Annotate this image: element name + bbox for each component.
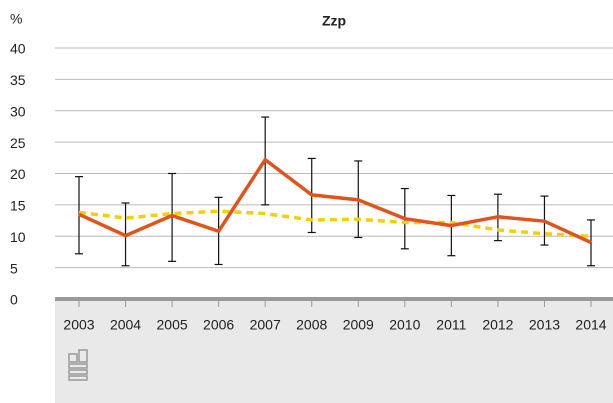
x-tick-label: 2006 bbox=[203, 317, 234, 333]
x-tick-label: 2010 bbox=[389, 317, 420, 333]
x-tick-label: 2003 bbox=[63, 317, 94, 333]
y-tick-label: 30 bbox=[10, 103, 26, 119]
y-tick-label: 5 bbox=[10, 260, 18, 276]
y-tick-label: 10 bbox=[10, 229, 26, 245]
x-tick-label: 2014 bbox=[575, 317, 606, 333]
y-tick-label: 40 bbox=[10, 41, 26, 57]
y-tick-label: 15 bbox=[10, 198, 26, 214]
line bbox=[78, 157, 592, 245]
y-tick-label: 35 bbox=[10, 72, 26, 88]
x-tick-label: 2013 bbox=[529, 317, 560, 333]
x-tick-label: 2012 bbox=[482, 317, 513, 333]
x-tick-label: 2011 bbox=[436, 317, 466, 333]
y-tick-label: 25 bbox=[10, 135, 26, 151]
line bbox=[78, 209, 592, 238]
x-tick-label: 2005 bbox=[157, 317, 188, 333]
chart-title: Zzp bbox=[322, 13, 346, 29]
x-tick-label: 2007 bbox=[250, 317, 281, 333]
logo bbox=[68, 349, 88, 381]
y-axis-label: % bbox=[10, 11, 22, 27]
footer-band bbox=[55, 299, 613, 403]
x-tick-label: 2004 bbox=[110, 317, 141, 333]
y-tick-label: 20 bbox=[10, 166, 26, 182]
x-tick-label: 2009 bbox=[343, 317, 374, 333]
x-tick-label: 2008 bbox=[296, 317, 327, 333]
y-tick-label: 0 bbox=[10, 292, 18, 308]
